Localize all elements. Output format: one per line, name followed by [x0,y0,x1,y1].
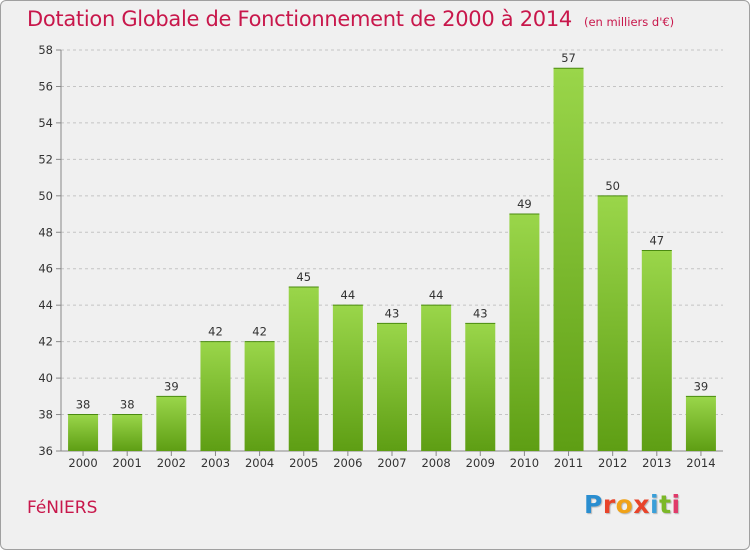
x-tick-label: 2009 [466,456,495,470]
bar [685,396,716,451]
data-label: 49 [517,197,532,211]
bar [288,286,319,451]
bar [597,195,628,451]
y-tick-label: 36 [38,444,53,458]
y-tick-label: 40 [38,371,53,385]
y-tick-label: 52 [38,152,53,166]
y-tick-label: 42 [38,335,53,349]
x-tick-label: 2002 [157,456,186,470]
data-label: 42 [208,325,223,339]
title-row: Dotation Globale de Fonctionnement de 20… [27,7,674,31]
data-label: 38 [120,398,135,412]
bar [509,214,540,451]
data-label: 44 [429,288,444,302]
x-tick-label: 2005 [289,456,318,470]
bar [553,68,584,452]
logo-letter: P [584,490,603,519]
y-tick-label: 50 [38,189,53,203]
x-tick-label: 2014 [686,456,715,470]
x-tick-label: 2012 [598,456,627,470]
y-tick-label: 48 [38,225,53,239]
data-label: 39 [694,379,709,393]
x-tick-label: 2006 [333,456,362,470]
y-tick-label: 58 [38,43,53,57]
bar [421,305,452,451]
logo-letter: t [659,490,672,519]
x-tick-label: 2003 [201,456,230,470]
bar [465,323,496,451]
chart-title: Dotation Globale de Fonctionnement de 20… [27,7,572,31]
bar [68,414,99,451]
data-label: 39 [164,379,179,393]
bar [332,305,363,451]
x-tick-label: 2007 [377,456,406,470]
logo-letter: o [615,490,634,519]
commune-name: FéNIERS [27,498,98,518]
x-tick-label: 2013 [642,456,671,470]
data-label: 47 [649,234,664,248]
data-label: 38 [76,398,91,412]
bar [112,414,143,451]
x-tick-label: 2011 [554,456,583,470]
logo-letter: x [633,490,650,519]
bar [244,341,275,451]
x-tick-label: 2010 [510,456,539,470]
data-label: 50 [605,179,620,193]
data-label: 43 [385,306,400,320]
x-tick-label: 2004 [245,456,274,470]
data-label: 43 [473,306,488,320]
bar [377,323,407,451]
chart-subtitle: (en milliers d'€) [583,15,675,29]
logo-letter: i [671,490,681,519]
x-tick-label: 2008 [421,456,450,470]
bar [156,396,187,451]
logo-letter: r [602,490,616,519]
y-tick-label: 56 [38,79,53,93]
data-label: 44 [341,288,356,302]
data-label: 42 [252,325,267,339]
data-label: 57 [561,51,576,65]
y-tick-label: 44 [38,298,53,312]
x-tick-label: 2001 [113,456,142,470]
y-tick-label: 46 [38,262,53,276]
logo-letter: i [650,490,660,519]
bar [641,250,672,451]
bar [200,341,231,451]
data-label: 45 [296,270,311,284]
y-tick-label: 54 [38,116,53,130]
proxiti-logo: Proxiti [584,490,681,519]
y-tick-label: 38 [38,408,53,422]
x-tick-label: 2000 [68,456,97,470]
